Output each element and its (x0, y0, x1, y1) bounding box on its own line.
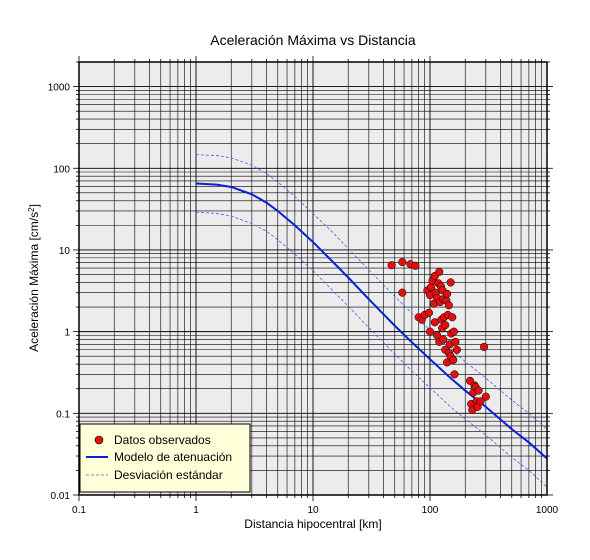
plot-area (78, 61, 548, 496)
x-tick-label: 0.1 (72, 505, 86, 516)
observed-point (474, 386, 483, 395)
y-tick-label: 0.01 (51, 491, 71, 502)
chart-title: Aceleración Máxima vs Distancia (210, 32, 416, 48)
y-axis-title: Aceleración Máxima [cm/s2] (27, 204, 41, 352)
legend: Datos observados Modelo de atenuación De… (79, 423, 251, 493)
observed-point (451, 337, 460, 346)
y-tick-label: 100 (53, 164, 70, 175)
observed-point (452, 345, 462, 354)
observed-point (481, 392, 490, 401)
observed-point (476, 397, 485, 406)
deviation-lower-line (195, 211, 547, 488)
observed-point (435, 267, 444, 276)
observed-point (449, 355, 458, 365)
x-tick-label: 100 (422, 505, 439, 516)
x-tick-label: 10 (307, 505, 319, 516)
grid (78, 61, 547, 496)
y-tick-label: 1000 (48, 83, 71, 94)
observed-point (446, 278, 455, 287)
y-tick-label: 1 (64, 328, 70, 339)
observed-point (398, 258, 407, 267)
legend-model-label: Modelo de atenuación (114, 450, 232, 464)
y-axis-title-main: Aceleración Máxima [cm/s (27, 212, 41, 352)
series-layer (195, 154, 547, 488)
y-axis-title-sup: 2 (27, 207, 36, 212)
observed-point (387, 261, 396, 270)
legend-observed-label: Datos observados (114, 433, 211, 447)
deviation-upper-line (195, 154, 547, 430)
observed-point (439, 335, 448, 344)
y-tick-label: 10 (59, 246, 71, 257)
observed-point (398, 288, 407, 297)
x-tick-label: 1000 (536, 505, 559, 516)
x-axis-title: Distancia hipocentral [km] (244, 517, 381, 531)
legend-deviation-label: Desviación estándar (114, 468, 223, 482)
observed-point (480, 342, 489, 351)
observed-point (449, 327, 458, 336)
legend-box (79, 423, 251, 493)
observed-point (444, 301, 453, 310)
y-tick-label: 0.1 (56, 409, 70, 420)
observed-point (424, 308, 434, 317)
observed-point (441, 321, 450, 330)
observed-point (443, 289, 452, 298)
observed-point (425, 327, 435, 336)
x-tick-label: 1 (193, 505, 199, 516)
observed-point (450, 370, 459, 379)
observed-point (411, 261, 420, 270)
y-axis-title-end: ] (27, 204, 41, 207)
observed-point (448, 313, 457, 322)
legend-observed-marker (94, 435, 104, 445)
